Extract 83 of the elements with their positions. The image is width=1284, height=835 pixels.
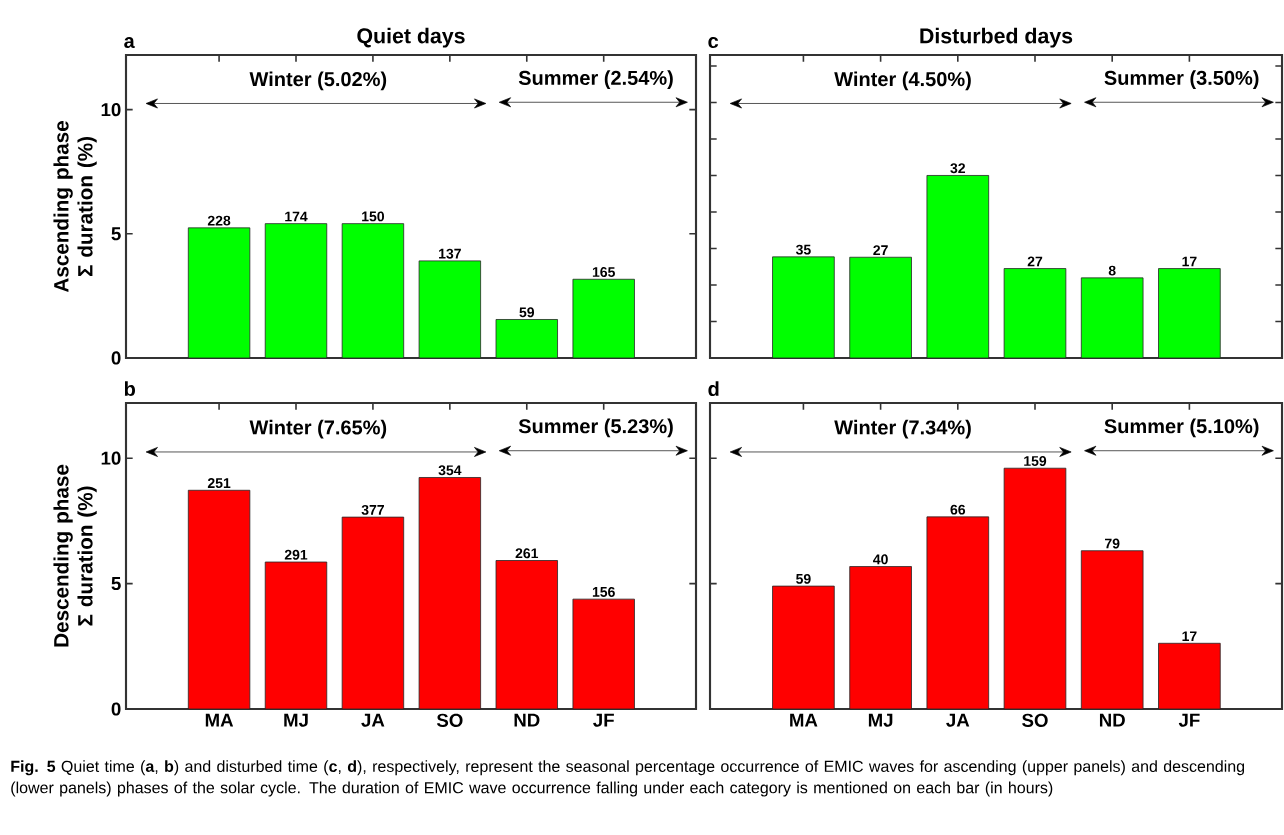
bar — [572, 278, 635, 359]
annotation: Winter (5.02%) — [249, 71, 387, 91]
annotation: 35 — [795, 244, 811, 255]
annotation: Summer (5.23%) — [518, 418, 673, 438]
annotation: 59 — [519, 307, 535, 318]
bar — [495, 560, 558, 710]
y-tick-label: 0 — [111, 702, 121, 716]
bar — [187, 227, 251, 359]
annotation: Summer (5.10%) — [1104, 418, 1259, 438]
annotation: Winter (7.65%) — [249, 419, 387, 439]
annotation: 156 — [592, 586, 615, 597]
y-tick-label: 5 — [111, 577, 121, 591]
annotation: 17 — [1182, 631, 1197, 642]
bar — [495, 319, 558, 359]
annotation: 66 — [950, 504, 966, 515]
text: d — [708, 381, 719, 397]
bar — [772, 256, 835, 359]
text: Winter (4.50%) — [834, 71, 971, 91]
x-tick-label: ND — [1099, 713, 1125, 727]
annotation: 59 — [796, 573, 811, 584]
x-tick-label: JF — [1178, 713, 1200, 727]
annotation: Summer (2.54%) — [518, 70, 673, 89]
bar — [1003, 467, 1067, 710]
bar — [1003, 268, 1067, 359]
annotation: 27 — [873, 245, 888, 255]
x-tick-label: JA — [946, 713, 970, 727]
bar — [1080, 550, 1144, 710]
annotation: 291 — [284, 549, 308, 560]
bar — [418, 477, 482, 710]
annotation: 377 — [361, 504, 384, 515]
annotation: 165 — [592, 267, 615, 277]
bar — [341, 223, 405, 359]
bar — [418, 260, 482, 359]
bar — [849, 566, 912, 710]
y-tick-label: 10 — [101, 103, 121, 117]
chart-title: Disturbed days — [920, 27, 1073, 48]
x-tick-label: JF — [593, 713, 614, 727]
chart-title: Quiet days — [357, 27, 465, 48]
annotation: Winter (7.34%) — [834, 419, 971, 439]
bar — [1158, 642, 1221, 710]
bar — [1158, 268, 1221, 359]
text: Summer (3.50%) — [1104, 70, 1259, 89]
annotation: 251 — [207, 478, 231, 489]
text: c — [708, 37, 719, 49]
annotation: 27 — [1027, 256, 1043, 267]
x-tick-label: MA — [205, 713, 234, 727]
bar — [341, 516, 405, 710]
annotation: 17 — [1182, 256, 1197, 267]
text: a — [124, 37, 135, 49]
bar — [264, 561, 328, 710]
bar — [264, 223, 328, 359]
y-tick-label: 10 — [101, 451, 121, 465]
annotation: 228 — [207, 215, 231, 226]
x-tick-label: MJ — [284, 713, 308, 727]
annotation: 8 — [1108, 265, 1116, 276]
annotation: 137 — [439, 248, 461, 259]
annotation: 32 — [950, 163, 966, 174]
x-tick-label: SO — [436, 713, 463, 727]
y-tick-label: 5 — [111, 227, 121, 241]
text: Fig. 5 Quiet time (a, b) and disturbed time (c, d), respectively, represent the seasonal percentage occurrence of EMIC waves for ascending (upper panels) and descending (lower panels) phases of the solar cycle. The duration of EMIC wave occurrence falling under each category is mentioned on each bar (in hours) — [11, 760, 1245, 797]
y-axis-title: Descending phase Σ duration (%) — [53, 464, 97, 647]
bar — [572, 598, 635, 710]
x-tick-label: MA — [790, 713, 818, 727]
annotation: 40 — [873, 554, 888, 565]
x-tick-label: MJ — [868, 713, 893, 727]
bar — [849, 256, 912, 359]
annotation: 174 — [285, 211, 308, 222]
bar — [772, 585, 835, 710]
annotation: 159 — [1024, 456, 1047, 466]
x-tick-label: ND — [514, 713, 540, 727]
bar — [1080, 277, 1144, 359]
x-tick-label: SO — [1022, 713, 1048, 727]
bar — [187, 489, 251, 710]
annotation: 261 — [515, 548, 539, 559]
annotation: 150 — [362, 211, 385, 222]
bar — [926, 516, 990, 710]
y-axis-title: Ascending phase Σ duration (%) — [53, 121, 97, 293]
text: b — [124, 381, 135, 397]
x-tick-label: JA — [361, 713, 385, 727]
bar — [926, 175, 990, 359]
annotation: 354 — [438, 465, 462, 476]
annotation: 79 — [1105, 538, 1120, 549]
y-tick-label: 0 — [111, 351, 121, 365]
